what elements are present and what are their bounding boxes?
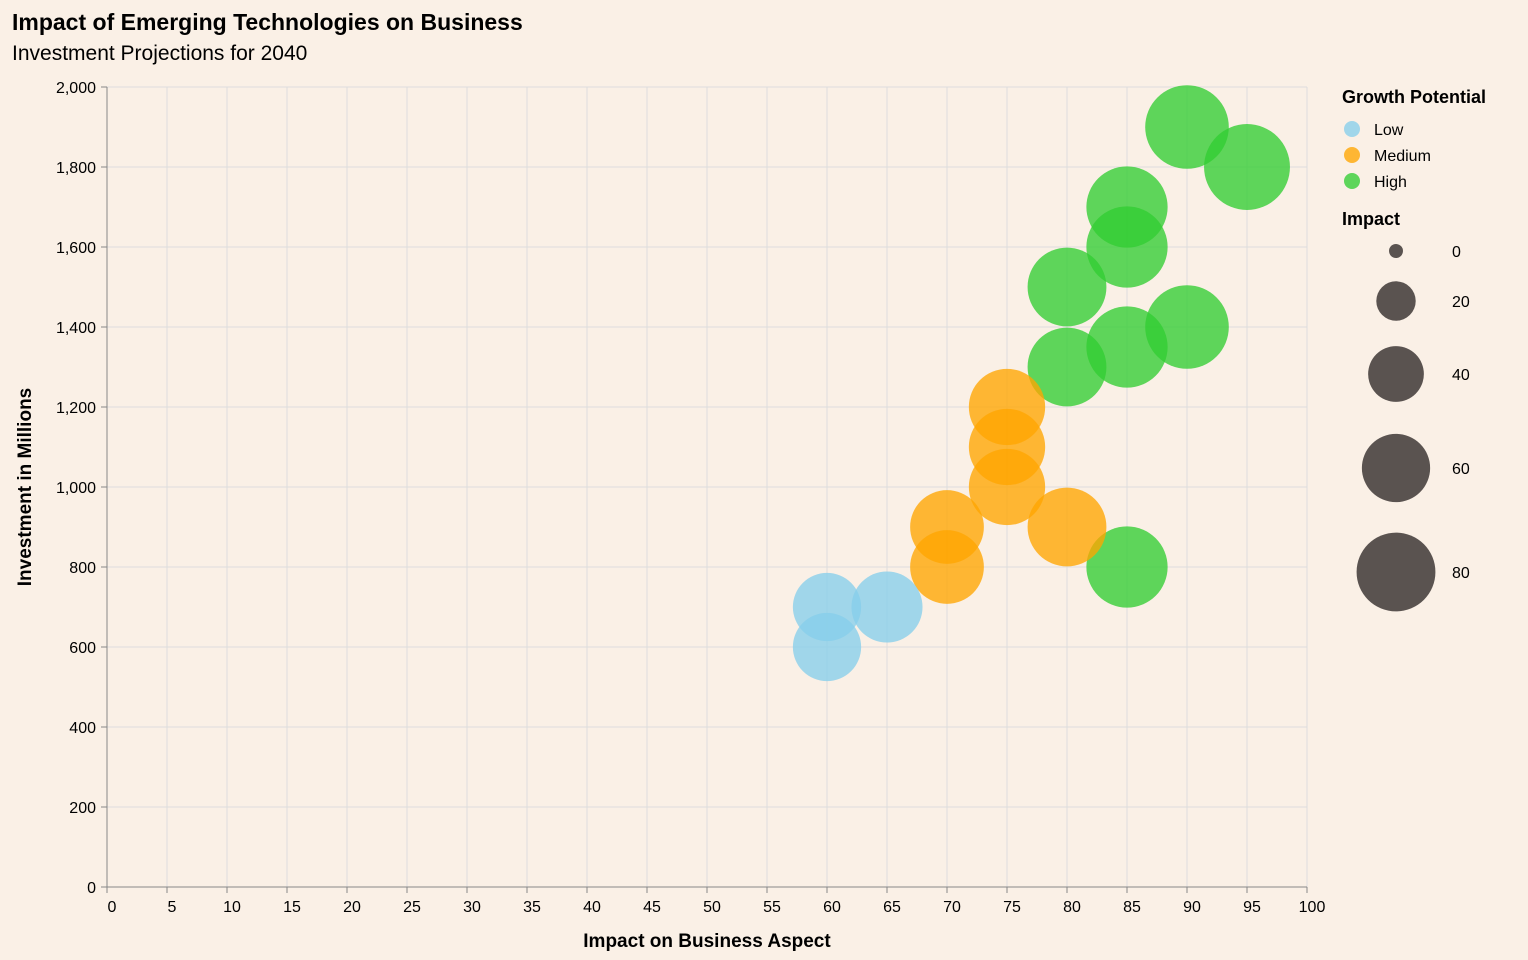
size-legend-circle <box>1376 281 1416 321</box>
data-points <box>792 85 1290 682</box>
bubble-point-high <box>1027 247 1107 327</box>
bubble-point-high <box>1145 85 1229 169</box>
legend-label-high: High <box>1374 174 1407 191</box>
size-legend-circle <box>1356 532 1436 612</box>
y-tick-label: 1,200 <box>56 400 96 417</box>
x-tick-label: 30 <box>463 899 481 916</box>
size-legend-label: 80 <box>1452 565 1470 582</box>
size-legend-label: 40 <box>1452 367 1470 384</box>
x-tick-label: 95 <box>1243 899 1261 916</box>
size-legend-circle <box>1368 346 1424 402</box>
x-tick-label: 75 <box>1003 899 1021 916</box>
legend-label-medium: Medium <box>1374 148 1431 165</box>
size-legend-circle <box>1389 244 1403 258</box>
x-tick-label: 40 <box>583 899 601 916</box>
bubble-point-high <box>1086 306 1168 388</box>
color-legend-title: Growth Potential <box>1342 87 1486 107</box>
x-tick-label: 90 <box>1183 899 1201 916</box>
bubble-point-medium <box>968 448 1046 526</box>
y-tick-label: 800 <box>69 560 96 577</box>
bubble-point-medium <box>1027 487 1107 567</box>
y-axis-title: Investment in Millions <box>15 388 36 586</box>
bubble-point-high <box>1086 526 1168 608</box>
y-tick-label: 1,400 <box>56 320 96 337</box>
bubble-point-high <box>1027 327 1107 407</box>
y-tick-label: 1,800 <box>56 160 96 177</box>
x-tick-label: 85 <box>1123 899 1141 916</box>
x-tick-label: 15 <box>283 899 301 916</box>
y-tick-label: 1,600 <box>56 240 96 257</box>
y-tick-label: 1,000 <box>56 480 96 497</box>
y-tick-label: 2,000 <box>56 80 96 97</box>
color-legend-items: Low Medium High <box>1344 121 1431 191</box>
x-tick-label: 10 <box>223 899 241 916</box>
size-legend-label: 60 <box>1452 461 1470 478</box>
bubble-point-high <box>1086 206 1168 288</box>
y-tick-label: 600 <box>69 640 96 657</box>
y-tick-label: 0 <box>87 880 96 897</box>
axes: 0 5 10 15 20 25 30 35 40 45 50 55 60 65 70 75 80 85 90 95 10… <box>56 80 1325 916</box>
size-legend-label: 20 <box>1452 294 1470 311</box>
x-tick-label: 65 <box>883 899 901 916</box>
bubble-point-low <box>851 571 923 643</box>
legend-label-low: Low <box>1374 122 1404 139</box>
x-tick-label: 50 <box>703 899 721 916</box>
x-tick-label: 0 <box>108 899 117 916</box>
size-legend-label: 0 <box>1452 244 1461 261</box>
chart-title: Impact of Emerging Technologies on Busin… <box>12 9 523 35</box>
legend-swatch-high <box>1344 173 1360 189</box>
x-tick-label: 60 <box>823 899 841 916</box>
bubble-point-low <box>792 612 862 682</box>
chart-subtitle: Investment Projections for 2040 <box>12 42 307 65</box>
bubble-point-high <box>1204 124 1290 210</box>
x-tick-label: 45 <box>643 899 661 916</box>
x-tick-label: 35 <box>523 899 541 916</box>
size-legend-items: 0 20 40 60 80 <box>1356 244 1470 612</box>
legend: Growth Potential Low Medium High Impact 0 2… <box>1342 87 1486 612</box>
y-tick-label: 400 <box>69 720 96 737</box>
y-tick-label: 200 <box>69 800 96 817</box>
legend-swatch-medium <box>1344 147 1360 163</box>
x-tick-label: 100 <box>1299 899 1326 916</box>
x-tick-label: 25 <box>403 899 421 916</box>
x-tick-label: 70 <box>943 899 961 916</box>
size-legend-circle <box>1361 433 1431 503</box>
x-tick-label: 20 <box>343 899 361 916</box>
x-axis-title: Impact on Business Aspect <box>583 931 831 952</box>
size-legend-title: Impact <box>1342 209 1400 229</box>
legend-swatch-low <box>1344 121 1360 137</box>
x-tick-label: 80 <box>1063 899 1081 916</box>
x-tick-label: 5 <box>168 899 177 916</box>
bubble-point-medium <box>910 530 984 604</box>
x-tick-label: 55 <box>763 899 781 916</box>
